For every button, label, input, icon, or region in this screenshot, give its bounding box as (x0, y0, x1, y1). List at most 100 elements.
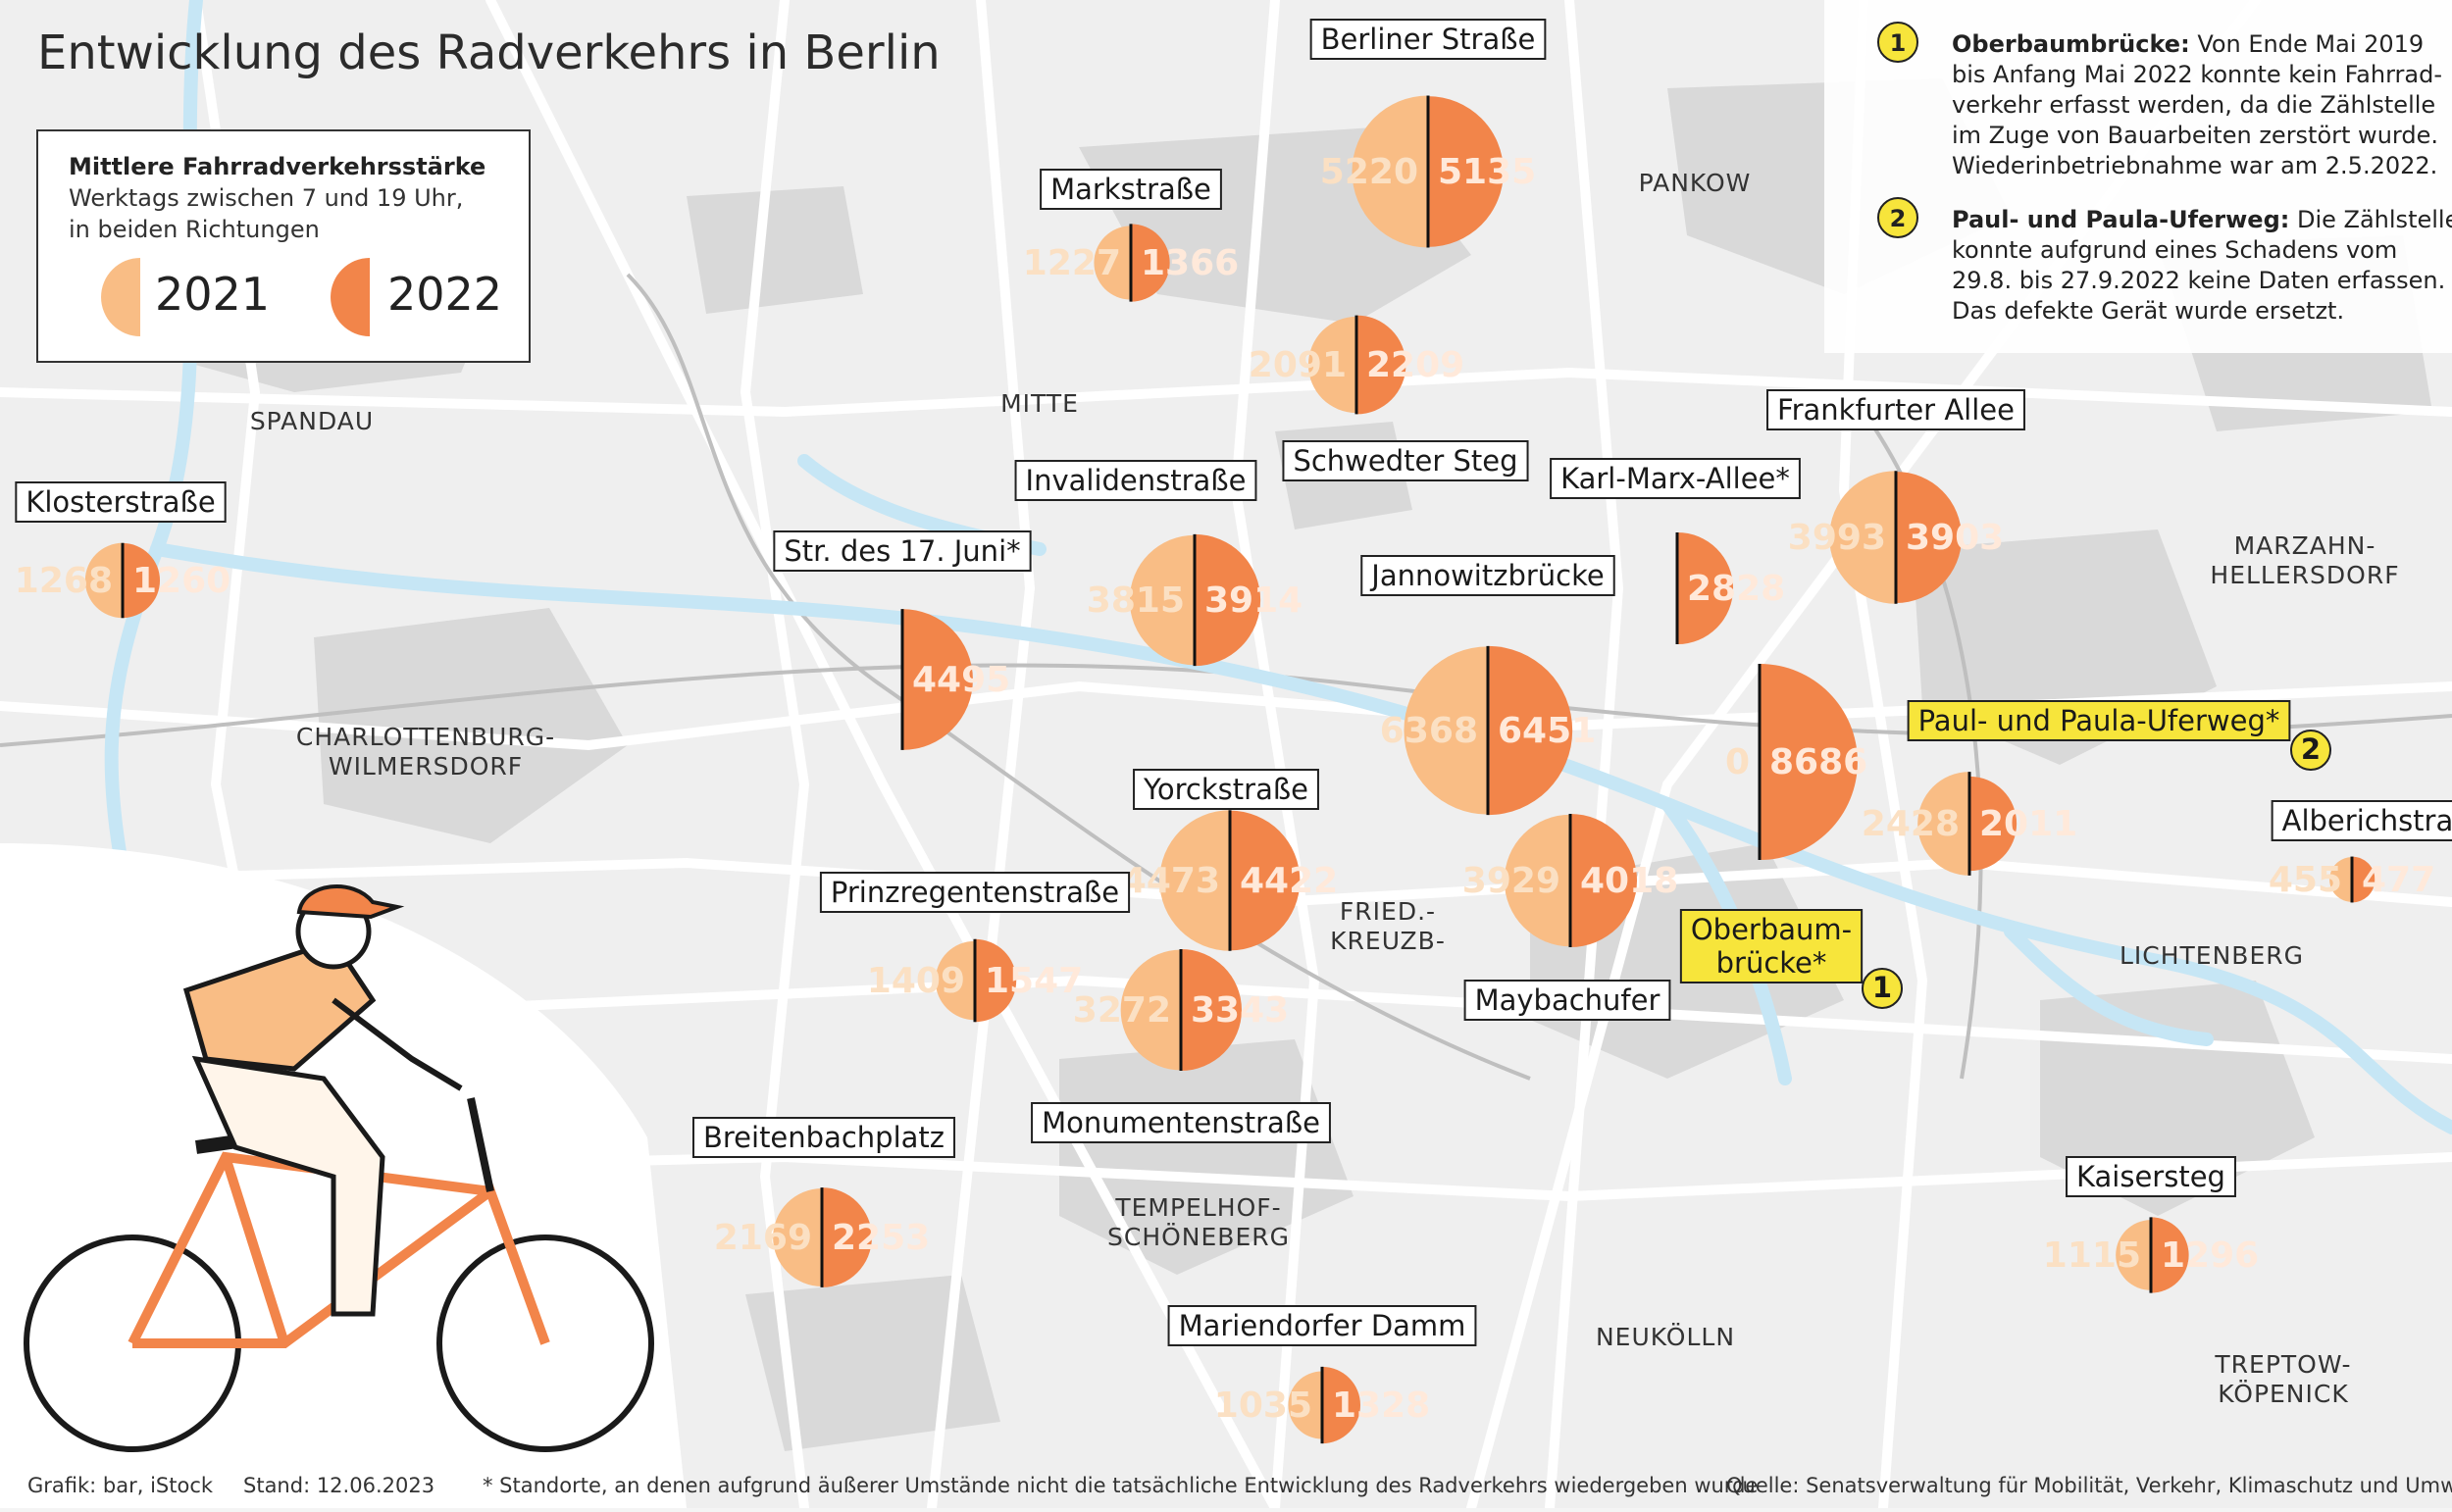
value-2021: 5220 (1320, 152, 1418, 192)
half-circle-2022 (1488, 645, 1573, 816)
value-2021: 3272 (1073, 990, 1171, 1031)
value-2021: 1409 (867, 961, 965, 1001)
station-invaliden: 3815 3914 Invalidenstraße (1014, 460, 1303, 667)
station-label-box (773, 530, 1032, 572)
station-label-box (1014, 460, 1257, 501)
footnote-text: im Zuge von Bauarbeiten zerstört wurde. (1952, 122, 2438, 149)
value-2021: 1035 (1214, 1386, 1312, 1426)
half-circle-2022 (822, 1187, 872, 1287)
footer-date: Stand: 12.06.2023 (243, 1474, 434, 1497)
half-circle-2021 (1504, 814, 1570, 947)
half-circle-2022 (1131, 224, 1170, 302)
station-label: Kaisersteg (2076, 1160, 2225, 1193)
district-label: LICHTENBERG (2120, 941, 2304, 970)
station-label: Klosterstraße (26, 485, 215, 519)
station-breitenbach: 2169 2253 Breitenbachplatz (691, 1117, 956, 1287)
station-label-box (1282, 440, 1529, 481)
footnote-text: konnte aufgrund eines Schadens vom (1952, 236, 2397, 264)
value-2022: 3914 (1204, 580, 1303, 621)
legend-swatch-2022 (331, 258, 370, 336)
station-label-box (1679, 909, 1864, 983)
legend-label-2022: 2022 (387, 268, 502, 321)
station-paulpaula: 2428 2011 Paul- und Paula-Uferweg* (1862, 700, 2291, 876)
station-oberbaum: 0 8686 Oberbaum-brücke* (1679, 664, 1867, 983)
value-2022: 1366 (1141, 243, 1239, 283)
station-label-box (1167, 1305, 1477, 1346)
station-label-box (1309, 19, 1547, 60)
half-circle-2022 (1322, 1366, 1361, 1444)
footnote-2: 2 Paul- und Paula-Uferweg: Die Zählstelle… (1877, 197, 2452, 325)
value-2021: 455 (2269, 860, 2342, 900)
value-2022: 1328 (1332, 1386, 1430, 1426)
station-label-box (1040, 169, 1222, 210)
station-label: Paul- und Paula-Uferweg* (1918, 704, 2280, 737)
value-2022: 1547 (985, 961, 1083, 1001)
counting-stations: 5220 5135 Berliner Straße 1227 1366 Markstraß… (15, 19, 2452, 1444)
legend-label-2021: 2021 (155, 268, 270, 321)
station-label: Karl-Marx-Allee* (1560, 462, 1790, 495)
footnotes-panel: 1 Oberbaumbrücke: Von Ende Mai 2019 bis An… (1824, 0, 2452, 353)
station-label: Str. des 17. Juni* (784, 534, 1020, 568)
half-circle-2021 (935, 940, 975, 1021)
station-label: Berliner Straße (1321, 23, 1536, 56)
station-mariendorf: 1035 1328 Mariendorfer Damm (1167, 1305, 1477, 1444)
half-circle-2021 (1829, 471, 1896, 604)
half-circle-2022 (1677, 531, 1734, 645)
half-circle-2021 (1917, 772, 1969, 876)
district-label: SPANDAU (250, 407, 374, 435)
station-label: Markstraße (1050, 173, 1211, 206)
footnote-text: Oberbaumbrücke: Von Ende Mai 2019 (1952, 30, 2424, 58)
footnote-text: Paul- und Paula-Uferweg: Die Zählstelle (1952, 206, 2452, 233)
footnote-badge-number: 2 (2301, 732, 2321, 766)
station-label-box (1550, 458, 1801, 499)
half-circle-2021 (2116, 1220, 2151, 1290)
station-label-box (1907, 700, 2291, 741)
value-2021: 1115 (2043, 1235, 2141, 1276)
station-label-box (1766, 389, 2025, 430)
value-2022: 6451 (1498, 711, 1596, 751)
page-title: Entwicklung des Radverkehrs in Berlin (37, 25, 941, 80)
legend-subtitle-line1: Werktags zwischen 7 und 19 Uhr, (69, 184, 463, 212)
half-circle-2021 (1307, 316, 1356, 414)
value-2022: 477 (2362, 860, 2435, 900)
station-mark: 1227 1366 Markstraße (1023, 169, 1239, 302)
station-label: Maybachufer (1475, 983, 1660, 1017)
station-karlmarx: 2828 Karl-Marx-Allee* (1550, 458, 1801, 645)
station-label: Oberbaum- (1691, 913, 1852, 946)
value-2022: 5135 (1438, 152, 1536, 192)
value-2022: 1260 (132, 561, 230, 601)
station-label-box (2271, 800, 2452, 841)
station-label: Invalidenstraße (1026, 464, 1247, 497)
station-label-box (1031, 1102, 1331, 1143)
footer-footnote: * Standorte, an denen aufgrund äußerer U… (483, 1474, 1758, 1497)
half-circle-2021 (84, 542, 123, 619)
station-jannowitz: 6368 6451 Jannowitzbrücke (1360, 555, 1615, 816)
district-label: TREPTOW- (2214, 1350, 2351, 1379)
bike-front-wheel (436, 1235, 654, 1452)
station-label: Frankfurter Allee (1777, 393, 2015, 427)
district-label: KÖPENICK (2218, 1380, 2349, 1408)
footer-credit: Grafik: bar, iStock (27, 1474, 214, 1497)
station-kloster: 1268 1260 Klosterstraße (15, 481, 230, 619)
half-circle-2022 (1760, 664, 1858, 860)
district-label: PANKOW (1639, 169, 1752, 197)
value-2021: 1268 (15, 561, 113, 601)
district-label: MARZAHN- (2234, 531, 2376, 560)
half-circle-2022 (975, 938, 1017, 1023)
station-label: Prinzregentenstraße (831, 876, 1119, 909)
value-2022: 4018 (1580, 861, 1678, 901)
district-label: HELLERSDORF (2210, 561, 2399, 589)
station-kaisersteg: 1115 1296 Kaisersteg (2043, 1156, 2259, 1293)
value-2022: 2011 (1979, 804, 2077, 844)
station-label-box (2066, 1156, 2236, 1197)
footnote-badge-1: 1 (1862, 968, 1903, 1009)
footnote-text: Das defekte Gerät wurde ersetzt. (1952, 297, 2344, 325)
district-label: NEUKÖLLN (1596, 1323, 1735, 1351)
district-label: FRIED.- (1340, 897, 1436, 926)
footer: Grafik: bar, iStock Stand: 12.06.2023 * … (27, 1474, 2452, 1497)
half-circle-2021 (1288, 1371, 1322, 1439)
station-label-box (691, 1117, 956, 1158)
station-label-box (1360, 555, 1615, 596)
